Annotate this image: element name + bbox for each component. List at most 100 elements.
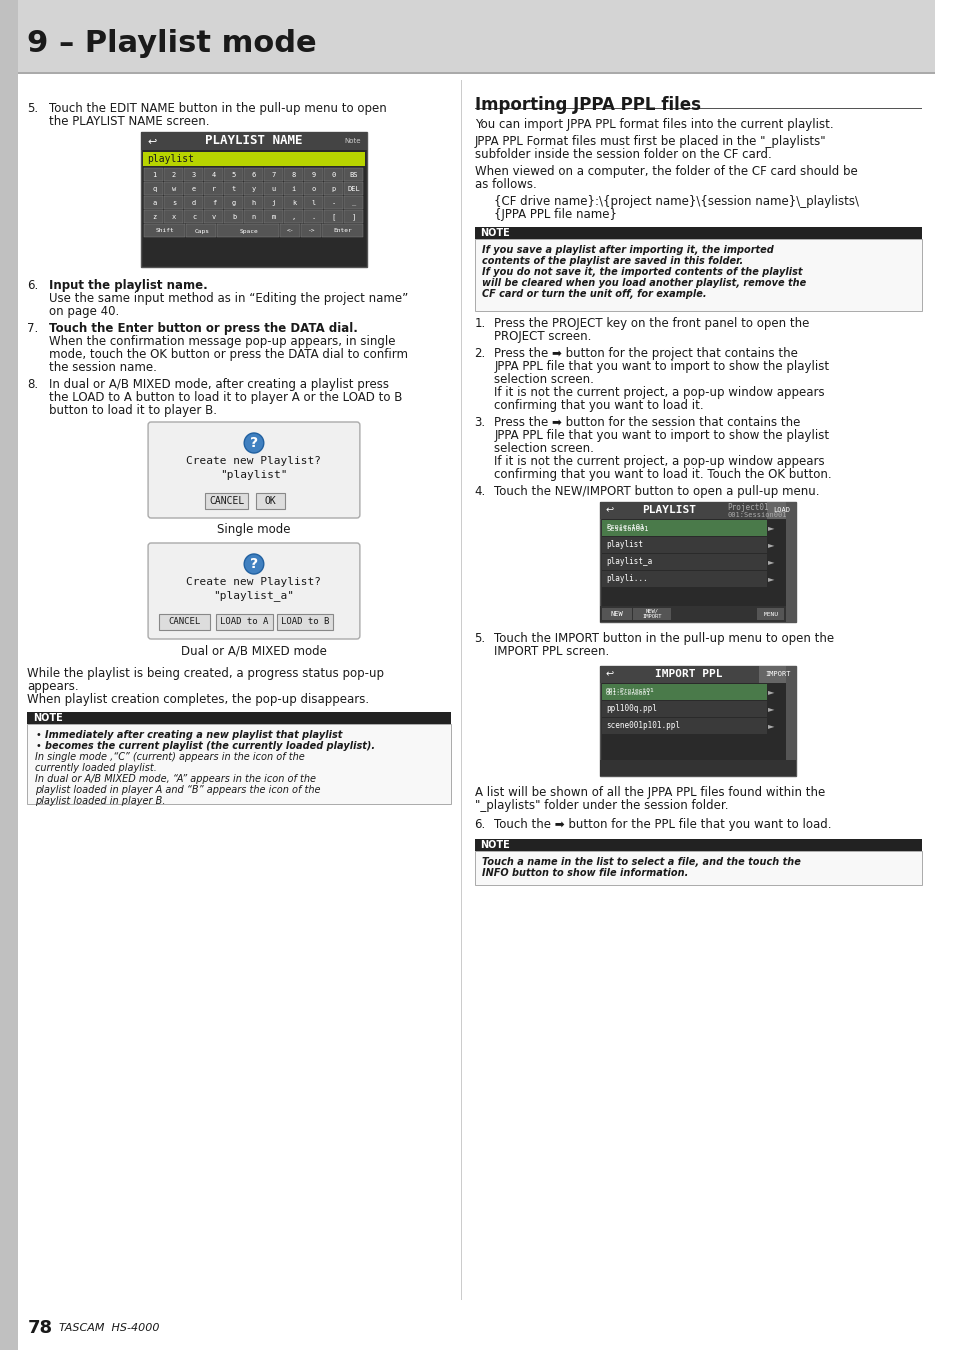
Text: MENU: MENU [762,612,778,617]
Bar [224,182,243,194]
Circle shape [244,433,264,454]
Text: 1.: 1. [474,317,485,329]
Bar [244,182,263,194]
Text: z: z [152,215,156,220]
Text: NOTE: NOTE [480,228,510,238]
Bar [323,196,342,209]
Text: subfolder inside the session folder on the CF card.: subfolder inside the session folder on t… [474,148,771,161]
Bar [785,502,796,622]
Text: Touch the ➡ button for the PPL file that you want to load.: Touch the ➡ button for the PPL file that… [494,818,831,832]
Text: n: n [252,215,255,220]
Text: Session001: Session001 [605,526,648,532]
Bar [601,701,766,717]
Text: 2: 2 [172,171,176,178]
FancyBboxPatch shape [148,543,359,639]
Bar [0,0,18,1350]
Bar [144,196,163,209]
Text: ►: ► [767,721,773,730]
Text: will be cleared when you load another playlist, remove the: will be cleared when you load another pl… [482,278,806,288]
Text: 5.: 5. [28,103,38,115]
Text: NEW/
IMPORT: NEW/ IMPORT [641,609,661,620]
Text: CF card or turn the unit off, for example.: CF card or turn the unit off, for exampl… [482,289,706,298]
Text: ?: ? [250,558,257,571]
Text: PLAYLIST: PLAYLIST [641,505,695,514]
Text: If it is not the current project, a pop-up window appears: If it is not the current project, a pop-… [494,455,824,468]
Text: ►: ► [767,687,773,697]
Text: •: • [35,741,41,751]
Bar [164,196,183,209]
Bar [474,239,921,310]
Bar [224,196,243,209]
Bar [304,196,322,209]
Text: "playlist_a": "playlist_a" [213,590,294,602]
Text: ?: ? [250,436,257,450]
Text: the PLAYLIST NAME screen.: the PLAYLIST NAME screen. [49,115,210,128]
Text: on page 40.: on page 40. [49,305,119,319]
Bar [244,167,263,181]
Text: LOAD to B: LOAD to B [280,617,329,626]
Text: l: l [312,200,315,207]
Text: becomes the current playlist (the currently loaded playlist).: becomes the current playlist (the curren… [45,741,375,751]
Text: PLAYLIST NAME: PLAYLIST NAME [205,135,302,147]
Text: CANCEL: CANCEL [209,495,244,506]
Text: 5: 5 [232,171,236,178]
Text: 78: 78 [28,1319,52,1336]
Text: {CF drive name}:\{project name}\{session name}\_playlists\: {CF drive name}:\{project name}\{session… [494,194,859,208]
Bar [474,850,921,886]
Text: BS: BS [349,171,357,178]
Bar [301,224,320,238]
Bar [601,554,766,570]
Bar [244,196,263,209]
Text: [: [ [332,213,335,220]
Text: Press the ➡ button for the session that contains the: Press the ➡ button for the session that … [494,416,800,429]
Text: 1: 1 [152,171,156,178]
Text: button to load it to player B.: button to load it to player B. [49,404,216,417]
Bar [276,614,333,630]
Bar [460,80,461,1300]
Text: Dual or A/B MIXED mode: Dual or A/B MIXED mode [181,644,327,657]
Text: s: s [172,200,176,207]
Bar [144,167,163,181]
Text: While the playlist is being created, a progress status pop-up: While the playlist is being created, a p… [28,667,384,680]
Bar [599,502,796,518]
Text: ,: , [292,215,295,220]
Bar [601,608,631,620]
Text: When viewed on a computer, the folder of the CF card should be: When viewed on a computer, the folder of… [474,165,857,178]
Bar [304,182,322,194]
Text: 001:Session001: 001:Session001 [727,512,786,518]
Text: Project01: Project01 [727,502,768,512]
Text: When playlist creation completes, the pop-up disappears.: When playlist creation completes, the po… [28,693,369,706]
Text: i: i [292,186,295,192]
Bar [343,211,362,223]
Text: NEW: NEW [610,612,622,617]
Text: 3: 3 [192,171,196,178]
Text: mode, touch the OK button or press the DATA dial to confirm: mode, touch the OK button or press the D… [49,348,408,360]
Text: When the confirmation message pop-up appears, in single: When the confirmation message pop-up app… [49,335,395,348]
Text: h: h [252,200,255,207]
Text: 6.: 6. [28,279,39,292]
Text: JPPA PPL Format files must first be placed in the "_playlists": JPPA PPL Format files must first be plac… [474,135,825,148]
Text: ►: ► [767,558,773,566]
Bar [284,196,303,209]
Text: Single mode: Single mode [217,522,291,536]
Text: In dual or A/B MIXED mode, after creating a playlist press: In dual or A/B MIXED mode, after creatin… [49,378,389,392]
Text: currently loaded playlist.: currently loaded playlist. [35,763,157,774]
Text: If you save a playlist after importing it, the imported: If you save a playlist after importing i… [482,244,774,255]
Text: Touch the IMPORT button in the pull-up menu to open the: Touch the IMPORT button in the pull-up m… [494,632,834,645]
Text: Touch the EDIT NAME button in the pull-up menu to open: Touch the EDIT NAME button in the pull-u… [49,103,386,115]
Text: q: q [152,186,156,192]
Text: Input the playlist name.: Input the playlist name. [49,279,208,292]
Text: playlist loaded in player B.: playlist loaded in player B. [35,796,166,806]
Text: m: m [272,215,275,220]
Text: playlist: playlist [147,154,193,163]
Bar [601,520,766,536]
Text: IMPORT: IMPORT [764,671,789,676]
Text: Create new Playlist?: Create new Playlist? [186,576,321,587]
Bar [217,224,279,238]
Text: confirming that you want to load it. Touch the OK button.: confirming that you want to load it. Tou… [494,468,831,481]
Text: ►: ► [767,540,773,549]
Text: k: k [292,200,295,207]
Text: d: d [192,200,196,207]
Bar [264,167,283,181]
Text: playlist loaded in player A and “B” appears the icon of the: playlist loaded in player A and “B” appe… [35,784,320,795]
